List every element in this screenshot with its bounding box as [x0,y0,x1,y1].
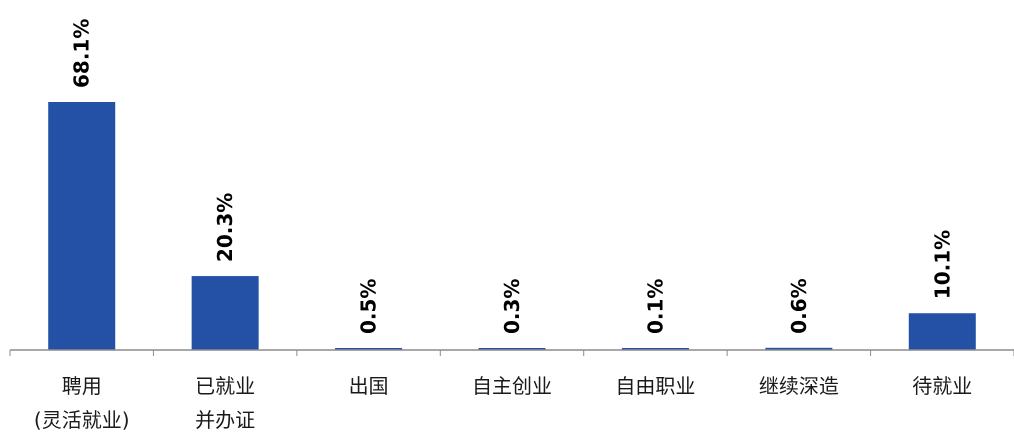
bar [621,348,689,350]
category-label: 待就业 [912,374,972,398]
data-label: 68.1% [70,19,94,88]
category-label: 自由职业 [615,374,695,398]
data-label: 0.5% [357,279,381,334]
data-label: 20.3% [213,193,237,262]
category-label: 已就业 [195,374,255,398]
data-label: 0.1% [643,279,667,334]
bar [765,347,833,350]
data-label: 10.1% [930,230,954,299]
category-label: 聘用 [62,374,102,398]
bar [335,348,403,350]
category-label: 自主创业 [472,374,552,398]
data-label: 0.3% [500,279,524,334]
bar [48,102,116,350]
bar [908,313,976,350]
bar [478,348,546,350]
value-labels-group: 68.1% 20.3% 0.5% 0.3% 0.1% 0.6% 10.1% [70,19,955,334]
category-label: 继续深造 [759,374,839,398]
category-label: (灵活就业) [34,408,130,432]
data-label: 0.6% [787,278,811,333]
x-axis-ticks [9,350,1014,356]
bar [191,276,259,350]
category-label: 出国 [349,374,389,398]
bars-group [48,102,976,350]
category-label: 并办证 [195,408,255,432]
